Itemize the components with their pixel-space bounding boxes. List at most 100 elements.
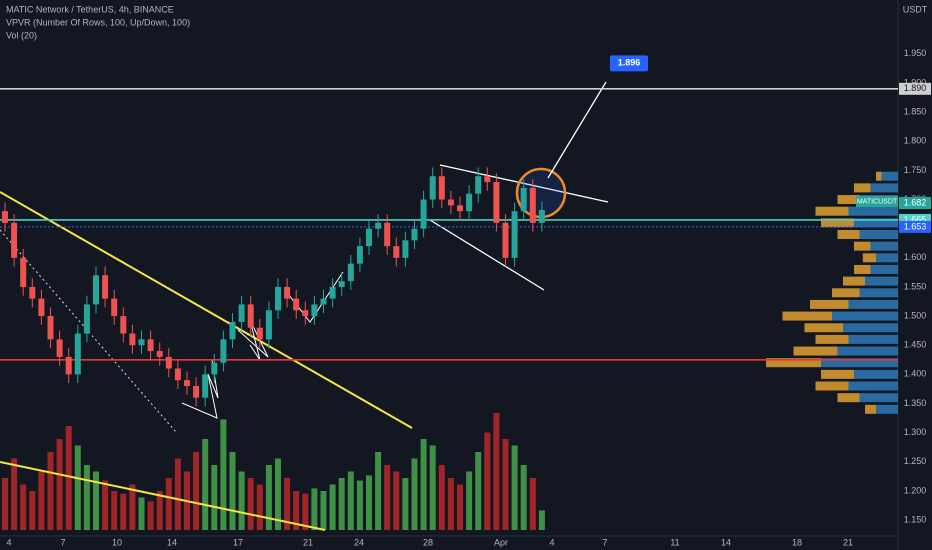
candle-body xyxy=(493,182,500,223)
currency: USDT xyxy=(903,4,928,14)
profile-up xyxy=(832,311,898,321)
volume-bar xyxy=(202,439,209,530)
last-price-box xyxy=(899,197,931,210)
candle-body xyxy=(411,228,418,241)
profile-up xyxy=(876,404,898,414)
candle-body xyxy=(311,304,318,317)
profile-down xyxy=(837,393,860,403)
candle-body xyxy=(302,310,309,317)
profile-up xyxy=(854,218,898,228)
candle-body xyxy=(511,211,518,258)
volume-bar xyxy=(120,493,127,530)
volume-bar xyxy=(538,510,545,530)
y-tick-label: 1.250 xyxy=(904,456,927,466)
profile-up xyxy=(848,299,898,309)
profile-down xyxy=(815,206,849,216)
candle-body xyxy=(74,333,81,375)
candle-body xyxy=(329,286,336,299)
volume-bar xyxy=(193,452,200,530)
candle-body xyxy=(475,176,482,194)
profile-up xyxy=(870,183,898,193)
candle-body xyxy=(366,228,372,247)
profile-up xyxy=(859,288,898,298)
volume-bar xyxy=(265,465,272,530)
profile-down xyxy=(832,288,860,298)
x-tick-label: 14 xyxy=(167,537,177,547)
profile-up xyxy=(848,381,898,391)
profile-down xyxy=(862,253,876,263)
candle-body xyxy=(156,351,163,357)
title: MATIC Network / TetherUS, 4h, BINANCE xyxy=(6,4,174,14)
profile-up xyxy=(876,253,898,263)
x-tick-label: 24 xyxy=(354,537,364,547)
volume-bar xyxy=(375,452,382,530)
volume-bar xyxy=(466,471,473,530)
profile-up xyxy=(821,358,898,368)
volume-bar xyxy=(475,452,482,530)
profile-down xyxy=(766,358,821,368)
profile-down xyxy=(804,323,843,333)
volume-bar xyxy=(29,491,36,530)
volume-bar xyxy=(338,478,345,530)
price-label: 1.665 xyxy=(904,214,927,224)
profile-down xyxy=(865,404,876,414)
profile-up xyxy=(848,206,898,216)
y-tick-label: 1.950 xyxy=(904,48,927,58)
volume-bar xyxy=(438,465,445,530)
volume-bar xyxy=(156,491,163,530)
target-box xyxy=(610,55,648,72)
candle-body xyxy=(202,374,209,398)
volume-bar xyxy=(329,484,336,530)
candle-body xyxy=(256,327,263,340)
volume-bar xyxy=(347,471,354,530)
y-tick-label: 1.200 xyxy=(904,485,927,495)
volume-bar xyxy=(402,478,409,530)
x-tick-label: 10 xyxy=(112,537,122,547)
profile-down xyxy=(821,369,854,379)
target-label: 1.896 xyxy=(618,58,641,68)
price-label-box xyxy=(899,82,931,95)
volume-bar xyxy=(129,484,136,530)
volume-bar xyxy=(311,488,318,530)
candle-body xyxy=(402,240,409,258)
volume-bar xyxy=(529,478,536,530)
y-tick-label: 1.300 xyxy=(904,427,927,437)
profile-up xyxy=(854,369,898,379)
candle-body xyxy=(520,187,527,212)
profile-up xyxy=(881,171,898,181)
volume-bar xyxy=(38,471,45,530)
candle-body xyxy=(529,187,536,223)
volume-bar xyxy=(393,471,400,530)
volume-bar xyxy=(447,478,454,530)
candle-body xyxy=(393,246,400,258)
candle-body xyxy=(211,362,218,375)
x-tick-label: 18 xyxy=(792,537,802,547)
candle-body xyxy=(238,304,245,322)
symbol-box xyxy=(856,196,898,208)
profile-down xyxy=(854,264,871,274)
candle-body xyxy=(275,286,281,311)
volume-bar xyxy=(229,452,236,530)
volume-bar xyxy=(356,480,363,530)
x-tick-label: 7 xyxy=(602,537,607,547)
x-tick-label: 28 xyxy=(423,537,433,547)
candle-body xyxy=(165,356,172,369)
candle-body xyxy=(247,304,254,328)
candle-body xyxy=(438,176,445,200)
x-tick-label: Apr xyxy=(494,537,508,547)
candle-body xyxy=(138,339,145,346)
x-tick-label: 21 xyxy=(303,537,313,547)
volume-bar xyxy=(147,501,154,530)
last-price: 1.682 xyxy=(904,197,927,207)
volume-bar xyxy=(429,445,436,530)
profile-down xyxy=(837,229,860,239)
volume-bar xyxy=(520,465,527,530)
candle-body xyxy=(375,222,382,229)
volume-bar xyxy=(275,458,281,530)
y-tick-label: 1.150 xyxy=(904,514,927,524)
candle-body xyxy=(47,316,54,340)
pattern xyxy=(181,359,219,419)
profile-up xyxy=(843,323,898,333)
y-tick-label: 1.400 xyxy=(904,369,927,379)
candle-body xyxy=(11,222,18,258)
